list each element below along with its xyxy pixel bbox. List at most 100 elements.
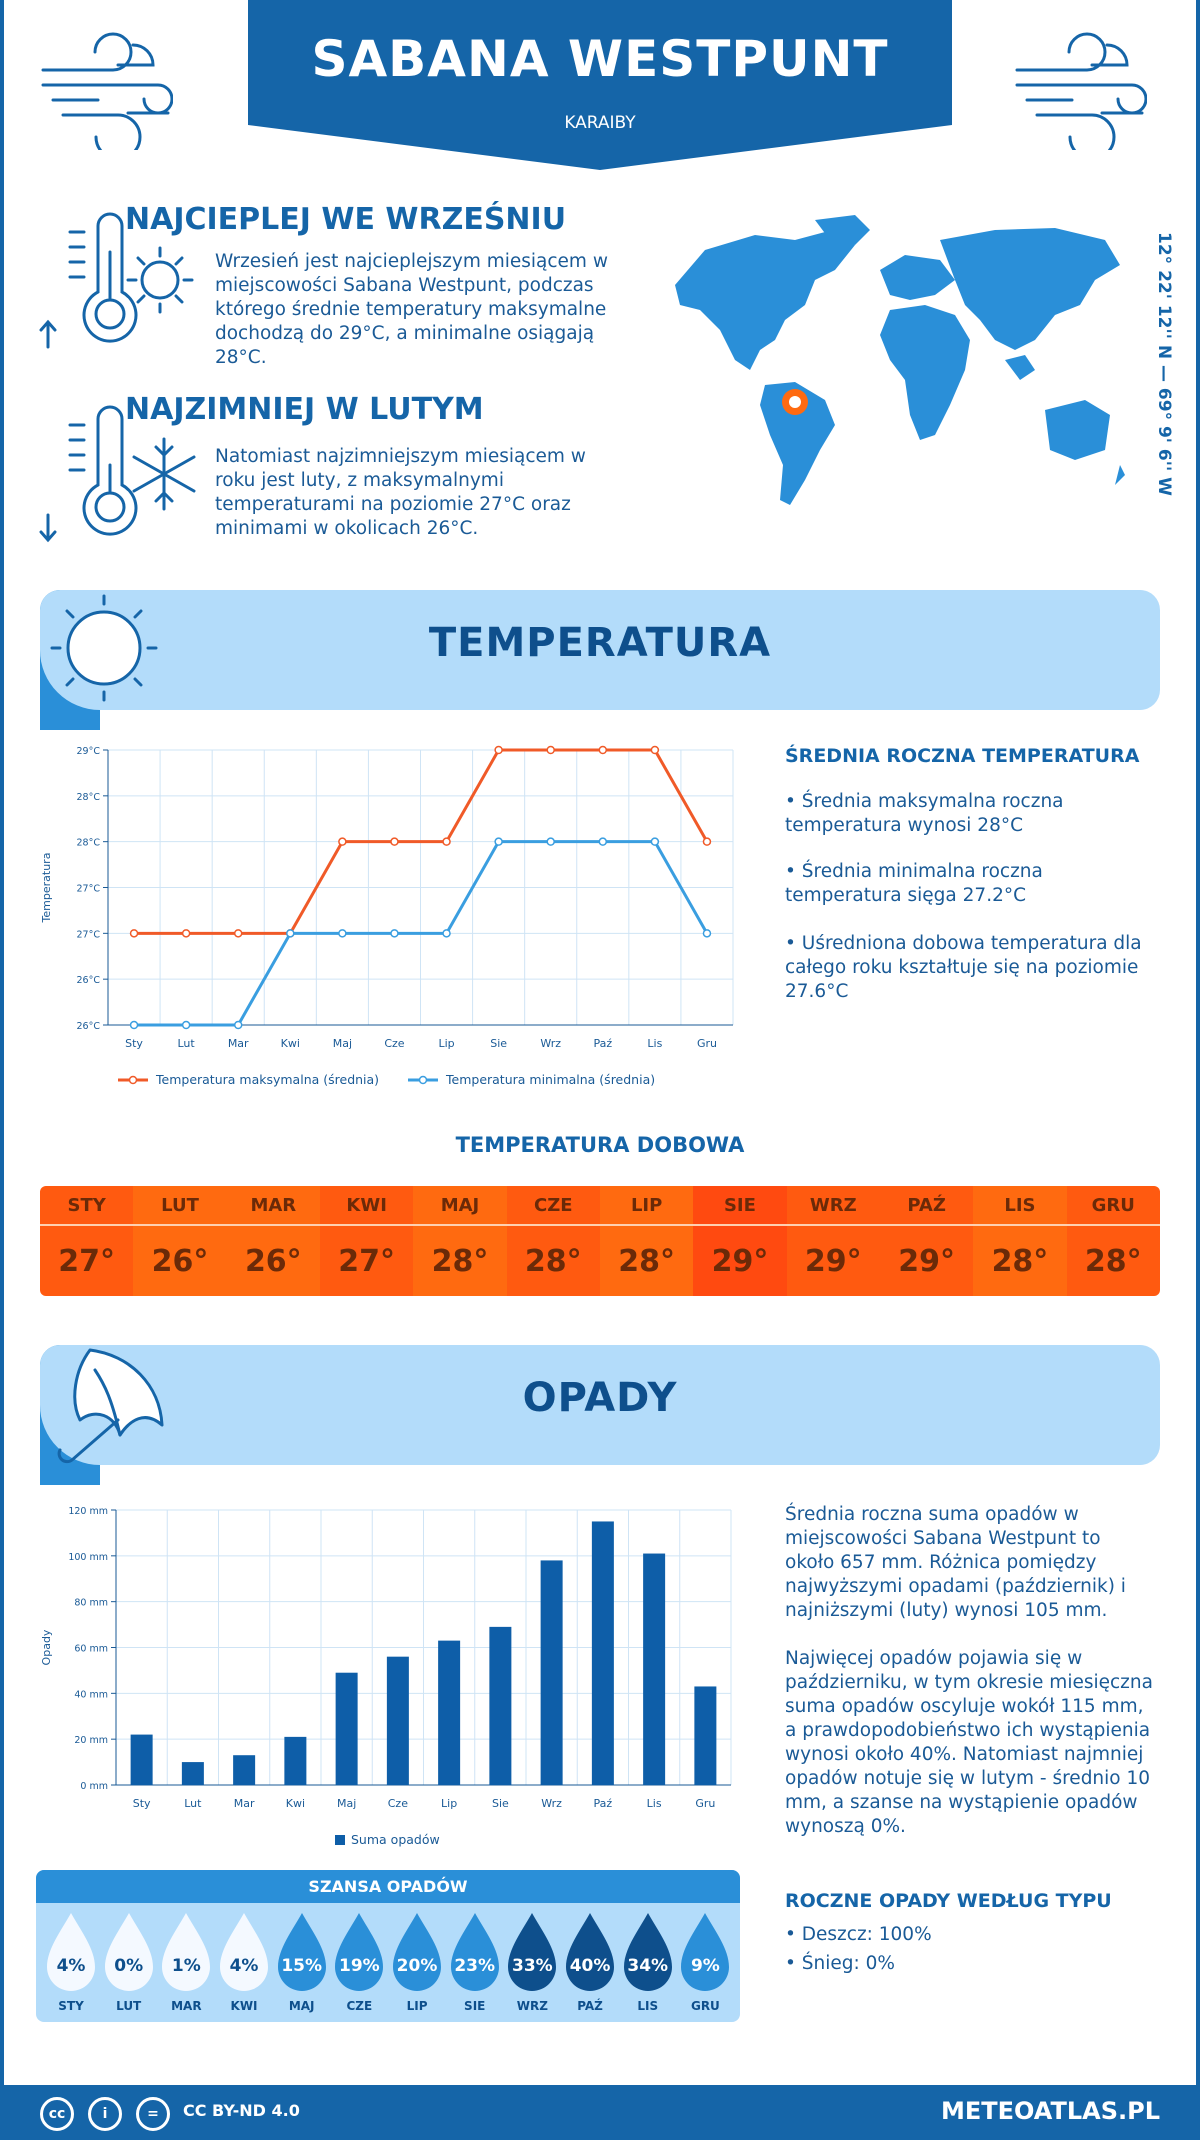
- precip-chance-item: 20% LIP: [388, 1903, 446, 2021]
- x-tick-label: Lis: [647, 1037, 662, 1050]
- x-tick-label: Lis: [647, 1797, 662, 1810]
- legend-label: Suma opadów: [351, 1832, 440, 1847]
- daily-temp-month: LIS: [973, 1186, 1067, 1226]
- temperature-chart: 26°C 26°C 27°C 27°C 28°C 28°C 29°C Sty Lut Mar Kwi…: [40, 745, 734, 1087]
- data-point: [390, 929, 399, 938]
- precip-chance-month: LIP: [406, 1999, 428, 2013]
- daily-temp-value: 29°: [804, 1243, 862, 1279]
- warmest-title: NAJCIEPLEJ WE WRZEŚNIU: [125, 202, 567, 237]
- raindrop-icon: [220, 1913, 269, 1991]
- precip-chance-drops: 4% STY 0% LUT 1% MAR 4% KWI 15% MAJ 19% CZE 20% LIP 23…: [36, 1903, 740, 2021]
- y-axis-label: Opady: [40, 1629, 53, 1665]
- precip-band: [40, 1345, 1160, 1465]
- precip-chance-value: 4%: [56, 1956, 86, 1976]
- data-point: [702, 837, 712, 846]
- umbrella-icon: [57, 1348, 164, 1464]
- raindrop-icon: [681, 1913, 730, 1991]
- coldest-text: Natomiast najzimniejszym miesiącem w rok…: [215, 446, 586, 539]
- daily-temp-value: 27°: [338, 1243, 396, 1279]
- data-point: [129, 1020, 139, 1030]
- series-line: [134, 748, 709, 935]
- data-point: [650, 745, 660, 755]
- x-tick-label: Sie: [492, 1797, 509, 1810]
- x-tick-label: Lip: [438, 1037, 454, 1050]
- daily-temp-column: STY 27°: [40, 1186, 134, 1296]
- y-tick-label: 27°C: [77, 929, 101, 940]
- daily-temp-column: CZE 28°: [506, 1186, 600, 1296]
- x-tick-label: Kwi: [281, 1037, 300, 1050]
- precip-chance-month: LUT: [116, 1999, 142, 2013]
- daily-temp-value: 28°: [431, 1243, 489, 1279]
- precip-chance-month: MAJ: [288, 1999, 315, 2013]
- data-point: [338, 929, 347, 938]
- precipitation-chart: 0 mm 20 mm 40 mm 60 mm 80 mm 100 mm 120 mm Sty L…: [40, 1506, 732, 1847]
- daily-temp-value: 29°: [711, 1243, 769, 1279]
- x-tick-label: Cze: [384, 1037, 404, 1050]
- x-tick-label: Lut: [178, 1037, 196, 1050]
- daily-temp-value: 29°: [898, 1243, 955, 1279]
- precip-chance-item: 4% STY: [42, 1903, 100, 2021]
- precip-chance-item: 9% GRU: [676, 1903, 734, 2021]
- data-point: [233, 1020, 243, 1030]
- precip-chance-month: STY: [58, 1999, 84, 2013]
- precip-chance-item: 34% LIS: [619, 1903, 677, 2021]
- daily-temp-value: 28°: [991, 1243, 1049, 1279]
- y-tick-label: 40 mm: [74, 1689, 108, 1700]
- data-point: [286, 929, 295, 938]
- x-tick-label: Paź: [594, 1797, 613, 1810]
- page-subtitle: KARAIBY: [564, 113, 636, 133]
- precip-chance-value: 15%: [281, 1956, 323, 1976]
- legend-marker: [335, 1835, 345, 1845]
- daily-temp-column: WRZ 29°: [786, 1186, 880, 1296]
- precip-bar: [694, 1686, 717, 1785]
- daily-temp-month: KWI: [319, 1186, 414, 1226]
- attribution-icon: i: [88, 2097, 122, 2131]
- legend-label: Temperatura maksymalna (średnia): [155, 1072, 379, 1087]
- data-point: [598, 837, 608, 846]
- data-point: [650, 837, 660, 846]
- wind-icon: [41, 32, 173, 150]
- x-tick-label: Wrz: [541, 1797, 562, 1810]
- precip-bar: [643, 1553, 666, 1785]
- daily-temp-value: 26°: [244, 1243, 302, 1279]
- precip-chance-month: LIS: [637, 1999, 659, 2013]
- precip-chance-item: 1% MAR: [157, 1903, 215, 2021]
- precip-chance-value: 40%: [569, 1956, 611, 1976]
- x-tick-label: Maj: [337, 1797, 356, 1810]
- raindrop-icon: [335, 1913, 384, 1991]
- precip-bar: [438, 1640, 461, 1785]
- data-point: [442, 837, 451, 846]
- precip-chance-month: GRU: [690, 1999, 720, 2013]
- precip-bar: [130, 1734, 153, 1785]
- y-tick-label: 100 mm: [68, 1552, 108, 1563]
- x-tick-label: Maj: [333, 1037, 352, 1050]
- legend-label: Temperatura minimalna (średnia): [445, 1072, 655, 1087]
- precip-chance-title: SZANSA OPADÓW: [36, 1870, 740, 1903]
- raindrop-icon: [162, 1913, 211, 1991]
- y-tick-label: 120 mm: [68, 1506, 108, 1517]
- x-tick-label: Kwi: [286, 1797, 305, 1810]
- data-point: [390, 837, 399, 846]
- x-tick-label: Wrz: [540, 1037, 561, 1050]
- data-point: [546, 837, 555, 846]
- precip-chance-month: CZE: [346, 1999, 373, 2013]
- precip-chance-item: 40% PAŹ: [561, 1903, 619, 2021]
- page-title: SABANA WESTPUNT: [311, 30, 889, 88]
- daily-temp-column: LIS 28°: [973, 1186, 1067, 1296]
- y-tick-label: 26°C: [77, 975, 101, 986]
- precip-bar: [386, 1656, 409, 1785]
- brand-link[interactable]: METEOATLAS.PL: [940, 2097, 1160, 2125]
- data-point: [494, 745, 503, 755]
- data-point: [181, 929, 191, 938]
- precip-bar: [489, 1626, 512, 1785]
- footer-bar: [0, 2085, 1200, 2140]
- data-point: [338, 837, 347, 846]
- y-tick-label: 60 mm: [74, 1644, 108, 1655]
- warmest-text: Wrzesień jest najcieplejszym miesiącem w…: [215, 251, 608, 368]
- data-point: [494, 837, 503, 846]
- sun-icon: [50, 594, 158, 702]
- daily-temp-column: GRU 28°: [1066, 1186, 1160, 1296]
- daily-temp-month: STY: [40, 1186, 134, 1226]
- precip-chance-month: PAŹ: [577, 1999, 603, 2013]
- thermometer-hot-icon: [39, 212, 194, 349]
